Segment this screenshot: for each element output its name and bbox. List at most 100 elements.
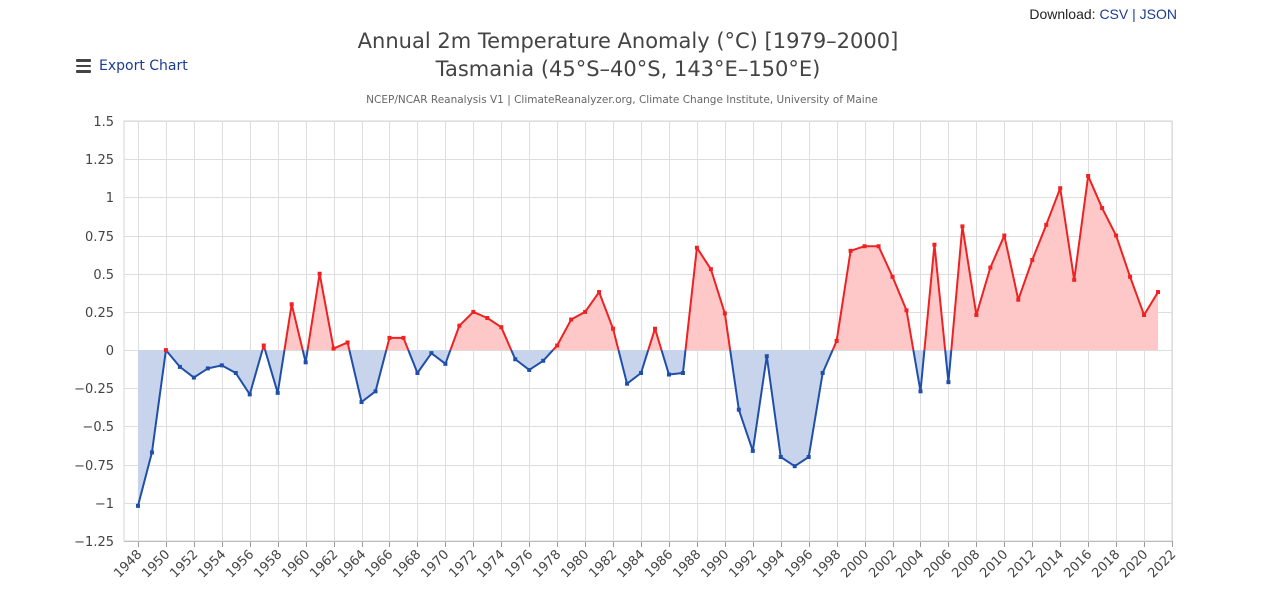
data-point [1030, 257, 1035, 262]
download-csv-link[interactable]: CSV [1099, 6, 1129, 22]
y-tick-label: −1 [95, 497, 114, 512]
positive-series-line [385, 336, 410, 351]
data-point [680, 371, 685, 375]
x-tick-label: 1968 [390, 547, 424, 581]
negative-series-line [348, 349, 388, 404]
x-tick-label: 2018 [1089, 547, 1123, 581]
x-tick-label: 1964 [335, 547, 369, 581]
data-point [736, 407, 741, 412]
data-point [890, 274, 895, 279]
negative-area-fill [511, 350, 553, 370]
y-tick-label: −0.5 [82, 420, 114, 435]
negative-series-line [617, 349, 650, 385]
positive-series-line [831, 245, 915, 351]
data-point [722, 311, 727, 316]
data-point [1100, 206, 1105, 211]
data-point [219, 363, 224, 368]
x-tick-label: 1952 [167, 547, 201, 581]
y-tick-label: 1 [106, 191, 114, 206]
negative-area-fill [265, 350, 285, 393]
data-point [499, 325, 504, 330]
export-chart-label: Export Chart [99, 58, 188, 74]
x-tick-label: 2014 [1033, 547, 1067, 581]
x-tick-label: 2016 [1061, 547, 1095, 581]
chart-subtitle: NCEP/NCAR Reanalysis V1 | ClimateReanaly… [366, 94, 878, 106]
negative-area-fill [165, 350, 263, 395]
data-point [932, 242, 937, 247]
data-point [457, 323, 462, 328]
data-point [569, 317, 574, 322]
data-point [247, 392, 252, 397]
x-tick-label: 2010 [977, 547, 1011, 581]
x-tick-label: 1962 [307, 547, 341, 581]
data-point [625, 381, 630, 386]
data-point [331, 346, 336, 351]
data-point [163, 348, 168, 353]
data-point [317, 271, 322, 276]
positive-area-fill [284, 304, 303, 351]
data-point [597, 290, 602, 295]
chart-title: Annual 2m Temperature Anomaly (°C) [1979… [0, 27, 1256, 83]
data-point [988, 265, 993, 270]
x-tick-label: 1972 [446, 547, 480, 581]
data-point [289, 302, 294, 307]
data-point [149, 450, 154, 455]
data-point [135, 503, 140, 508]
download-links: Download: CSV | JSON [1029, 6, 1177, 22]
data-point [233, 371, 238, 375]
x-tick-label: 1982 [586, 547, 620, 581]
data-point [946, 380, 951, 385]
data-point [583, 309, 588, 314]
x-tick-label: 1986 [642, 547, 676, 581]
download-json-link[interactable]: JSON [1139, 6, 1177, 22]
data-point [555, 343, 560, 348]
x-tick-label: 2002 [866, 547, 900, 581]
data-point [820, 371, 825, 375]
negative-series-line [660, 349, 687, 376]
negative-series-line [165, 349, 264, 396]
x-tick-label: 1996 [782, 547, 816, 581]
x-tick-label: 1950 [139, 547, 173, 581]
data-point [191, 375, 196, 380]
x-tick-label: 2020 [1117, 547, 1151, 581]
data-point [708, 267, 713, 272]
data-point [1016, 297, 1021, 302]
chart-title-line1: Annual 2m Temperature Anomaly (°C) [1979… [357, 29, 899, 53]
data-point [1072, 277, 1077, 282]
data-point [862, 244, 867, 249]
data-point [415, 371, 420, 375]
data-point [1142, 312, 1147, 317]
x-tick-label: 1960 [279, 547, 313, 581]
hamburger-menu-icon [76, 59, 91, 73]
data-point [904, 308, 909, 313]
y-tick-label: 1.25 [85, 153, 114, 168]
data-point [918, 389, 923, 394]
x-tick-label: 1990 [698, 547, 732, 581]
data-point [1114, 233, 1119, 238]
x-tick-label: 1994 [754, 547, 788, 581]
negative-area-fill [137, 350, 166, 506]
export-chart-button[interactable]: Export Chart [76, 58, 188, 74]
x-tick-label: 1974 [474, 547, 508, 581]
data-point [1002, 233, 1007, 238]
positive-area-fill [832, 246, 914, 351]
data-point [261, 343, 266, 348]
chart-title-line2: Tasmania (45°S–40°S, 143°E–150°E) [435, 57, 821, 81]
data-point [848, 248, 853, 253]
x-tick-label: 1958 [251, 547, 285, 581]
x-tick-label: 1978 [530, 547, 564, 581]
data-point [1058, 186, 1063, 191]
x-tick-label: 1970 [418, 547, 452, 581]
y-tick-label: −1.25 [74, 535, 114, 550]
download-separator: | [1132, 6, 1136, 22]
x-tick-label: 1980 [558, 547, 592, 581]
data-point [429, 351, 434, 356]
data-point [764, 354, 769, 359]
positive-area-fill [924, 244, 946, 351]
data-point [541, 358, 546, 363]
x-tick-label: 1984 [614, 547, 648, 581]
download-label: Download: [1029, 6, 1096, 22]
data-point [694, 245, 699, 250]
data-point [485, 316, 490, 321]
data-point [974, 312, 979, 317]
